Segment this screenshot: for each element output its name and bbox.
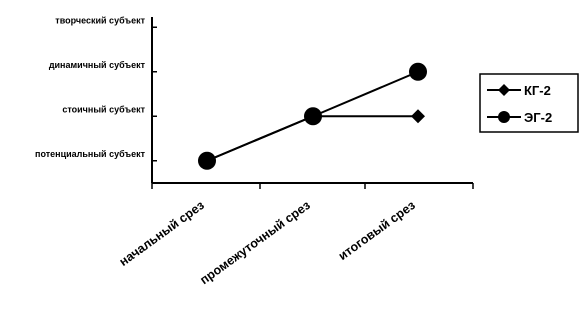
y-ticks: потенциальный субъект стоичный субъект дин… <box>35 15 157 162</box>
data-point <box>411 109 425 124</box>
y-tick-label: динамичный субъект <box>49 60 146 70</box>
data-point <box>304 107 322 126</box>
legend: КГ-2 ЭГ-2 <box>479 73 579 133</box>
series-layer <box>198 62 427 170</box>
legend-label-kg2: КГ-2 <box>524 83 551 98</box>
x-category-label: промежуточный срез <box>197 198 312 287</box>
x-category-label: итоговый срез <box>336 198 418 263</box>
y-tick-label: потенциальный субъект <box>35 149 146 159</box>
legend-label-eg2: ЭГ-2 <box>524 110 552 125</box>
y-tick-label: стоичный субъект <box>62 104 145 114</box>
axes <box>151 17 473 184</box>
legend-marker-eg2 <box>498 111 510 123</box>
data-point <box>198 151 216 170</box>
y-tick-label: творческий субъект <box>55 15 145 25</box>
legend-box <box>479 73 579 133</box>
data-point <box>409 62 427 81</box>
legend-marker-kg2 <box>498 84 510 96</box>
x-category-label: начальный срез <box>117 198 207 269</box>
